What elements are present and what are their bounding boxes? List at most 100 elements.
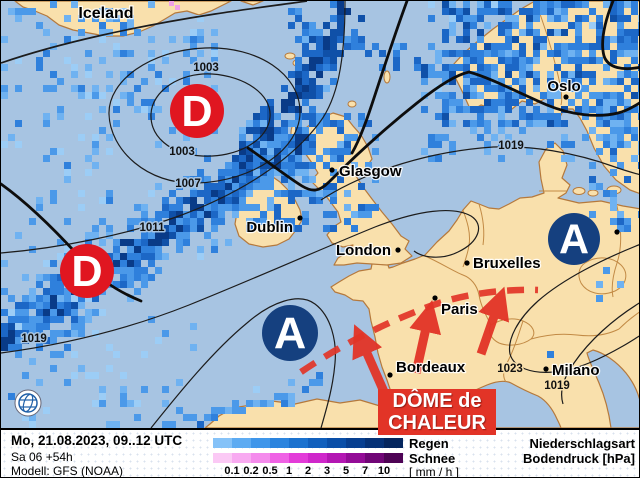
city-dot-milano bbox=[543, 366, 549, 372]
city-label-dublin: Dublin bbox=[246, 219, 293, 236]
low-pressure-marker bbox=[60, 244, 114, 298]
scale-segment bbox=[270, 453, 289, 463]
scale-segment bbox=[270, 438, 289, 448]
snow-scale-label: Schnee bbox=[409, 451, 456, 466]
scale-tick-values: 0.1 0.2 0.5 1 2 3 5 7 10 bbox=[1, 465, 639, 477]
city-label-glasgow: Glasgow bbox=[339, 163, 402, 180]
city-dot bbox=[614, 229, 620, 235]
city-dot-bordeaux bbox=[387, 372, 393, 378]
scale-segment bbox=[289, 438, 308, 448]
scale-segment bbox=[232, 453, 251, 463]
scale-segment bbox=[308, 438, 327, 448]
isobar-value-label: 1003 bbox=[169, 146, 195, 158]
region-label-iceland: Iceland bbox=[78, 5, 133, 22]
cities-layer: Iceland Oslo Glasgow Dublin London Bruxelles P… bbox=[77, 4, 620, 380]
isobars-layer bbox=[1, 1, 639, 428]
scale-tick-value: 1 bbox=[285, 465, 293, 477]
scale-segment bbox=[346, 438, 365, 448]
isobar-value-label: 1019 bbox=[498, 140, 524, 152]
scale-segment bbox=[289, 453, 308, 463]
scale-segment bbox=[365, 438, 384, 448]
scale-segment bbox=[213, 453, 232, 463]
legend-bar: Mo, 21.08.2023, 09..12 UTC Sa 06 +54h Mo… bbox=[1, 428, 639, 478]
scale-tick-value: 0.1 bbox=[224, 465, 240, 477]
scale-tick-value: 5 bbox=[342, 465, 350, 477]
scale-segment bbox=[251, 438, 270, 448]
scale-tick-value: 0.5 bbox=[262, 465, 278, 477]
scale-segment bbox=[327, 438, 346, 448]
heat-dome-line2: CHALEUR bbox=[388, 412, 486, 434]
isobar-line bbox=[508, 244, 639, 373]
heat-dome-line1: DÔME de bbox=[392, 390, 482, 412]
scale-segment bbox=[384, 453, 403, 463]
scale-segment bbox=[384, 438, 403, 448]
scale-tick-value: 2 bbox=[304, 465, 312, 477]
isobar-line bbox=[150, 73, 271, 157]
isobar-value-label: 1019 bbox=[544, 380, 570, 392]
scale-segment bbox=[365, 453, 384, 463]
city-dot-oslo bbox=[563, 94, 569, 100]
city-dot-dublin bbox=[297, 215, 303, 221]
model-run-label: Sa 06 +54h bbox=[11, 450, 73, 464]
valid-time-label: Mo, 21.08.2023, 09..12 UTC bbox=[11, 433, 183, 448]
scale-segment bbox=[251, 453, 270, 463]
pressure-letter: A bbox=[559, 215, 589, 262]
high-pressure-marker bbox=[262, 305, 318, 361]
scale-segment bbox=[308, 453, 327, 463]
scale-segment bbox=[327, 453, 346, 463]
snow-color-scale bbox=[213, 453, 403, 463]
isobar-value-label: 1011 bbox=[140, 222, 166, 234]
rain-color-scale bbox=[213, 438, 403, 448]
isobar-value-label: 1003 bbox=[193, 62, 219, 74]
scale-tick-value: 0.2 bbox=[243, 465, 259, 477]
scale-segment bbox=[232, 438, 251, 448]
city-label-bordeaux: Bordeaux bbox=[396, 359, 466, 376]
unit-label: [ mm / h ] bbox=[409, 465, 460, 478]
city-dot-glasgow bbox=[329, 167, 335, 173]
city-dot-paris bbox=[432, 295, 438, 301]
pressure-letter: D bbox=[71, 248, 102, 296]
front-line bbox=[350, 1, 409, 155]
city-label-bruxelles: Bruxelles bbox=[473, 255, 541, 272]
globe-logo-icon bbox=[14, 389, 42, 417]
isobar-line bbox=[1, 1, 346, 254]
pressure-label: Bodendruck [hPa] bbox=[523, 451, 635, 466]
heat-advection-arrow bbox=[409, 300, 442, 374]
isobar-value-label: 1023 bbox=[497, 363, 523, 375]
isobar-line bbox=[320, 146, 639, 201]
city-label-oslo: Oslo bbox=[547, 78, 580, 95]
legend-right-block: Niederschlagsart Bodendruck [hPa] bbox=[523, 436, 635, 466]
isobar-line bbox=[108, 47, 301, 184]
scale-segment bbox=[213, 438, 232, 448]
high-pressure-marker bbox=[548, 213, 600, 265]
scale-tick-value: 3 bbox=[323, 465, 331, 477]
city-label-milano: Milano bbox=[552, 362, 600, 379]
isobar-value-label: 1007 bbox=[175, 178, 201, 190]
model-name-label: Modell: GFS (NOAA) bbox=[11, 464, 124, 478]
pressure-letter: D bbox=[181, 88, 212, 136]
isobar-line bbox=[561, 302, 639, 405]
isobar-line bbox=[1, 209, 480, 354]
heat-dome-label: DÔME de CHALEUR bbox=[378, 389, 496, 435]
front-line bbox=[601, 1, 639, 71]
city-label-paris: Paris bbox=[441, 301, 478, 318]
low-pressure-marker bbox=[170, 84, 224, 138]
city-label-london: London bbox=[336, 242, 391, 259]
weather-map: 1003 1003 1007 1011 1019 1019 1023 1019 Iceland O… bbox=[1, 1, 639, 428]
heat-advection-arrow bbox=[352, 324, 390, 396]
isobar-line bbox=[150, 298, 336, 428]
heat-advection-arrow bbox=[476, 286, 510, 356]
heat-dome-dashed-line bbox=[299, 286, 539, 375]
scale-tick-value: 7 bbox=[361, 465, 369, 477]
rain-scale-label: Regen bbox=[409, 436, 449, 451]
precip-type-label: Niederschlagsart bbox=[529, 436, 636, 451]
scale-tick-value: 10 bbox=[377, 465, 391, 477]
city-dot-bruxelles bbox=[464, 260, 470, 266]
pressure-letter: A bbox=[274, 308, 306, 358]
isobar-labels-layer: 1003 1003 1007 1011 1019 1019 1023 1019 bbox=[20, 61, 572, 394]
front-line bbox=[246, 70, 639, 192]
isobar-value-label: 1019 bbox=[21, 333, 47, 345]
pressure-centers-layer: D D A A bbox=[60, 84, 600, 361]
city-dot-london bbox=[395, 247, 401, 253]
